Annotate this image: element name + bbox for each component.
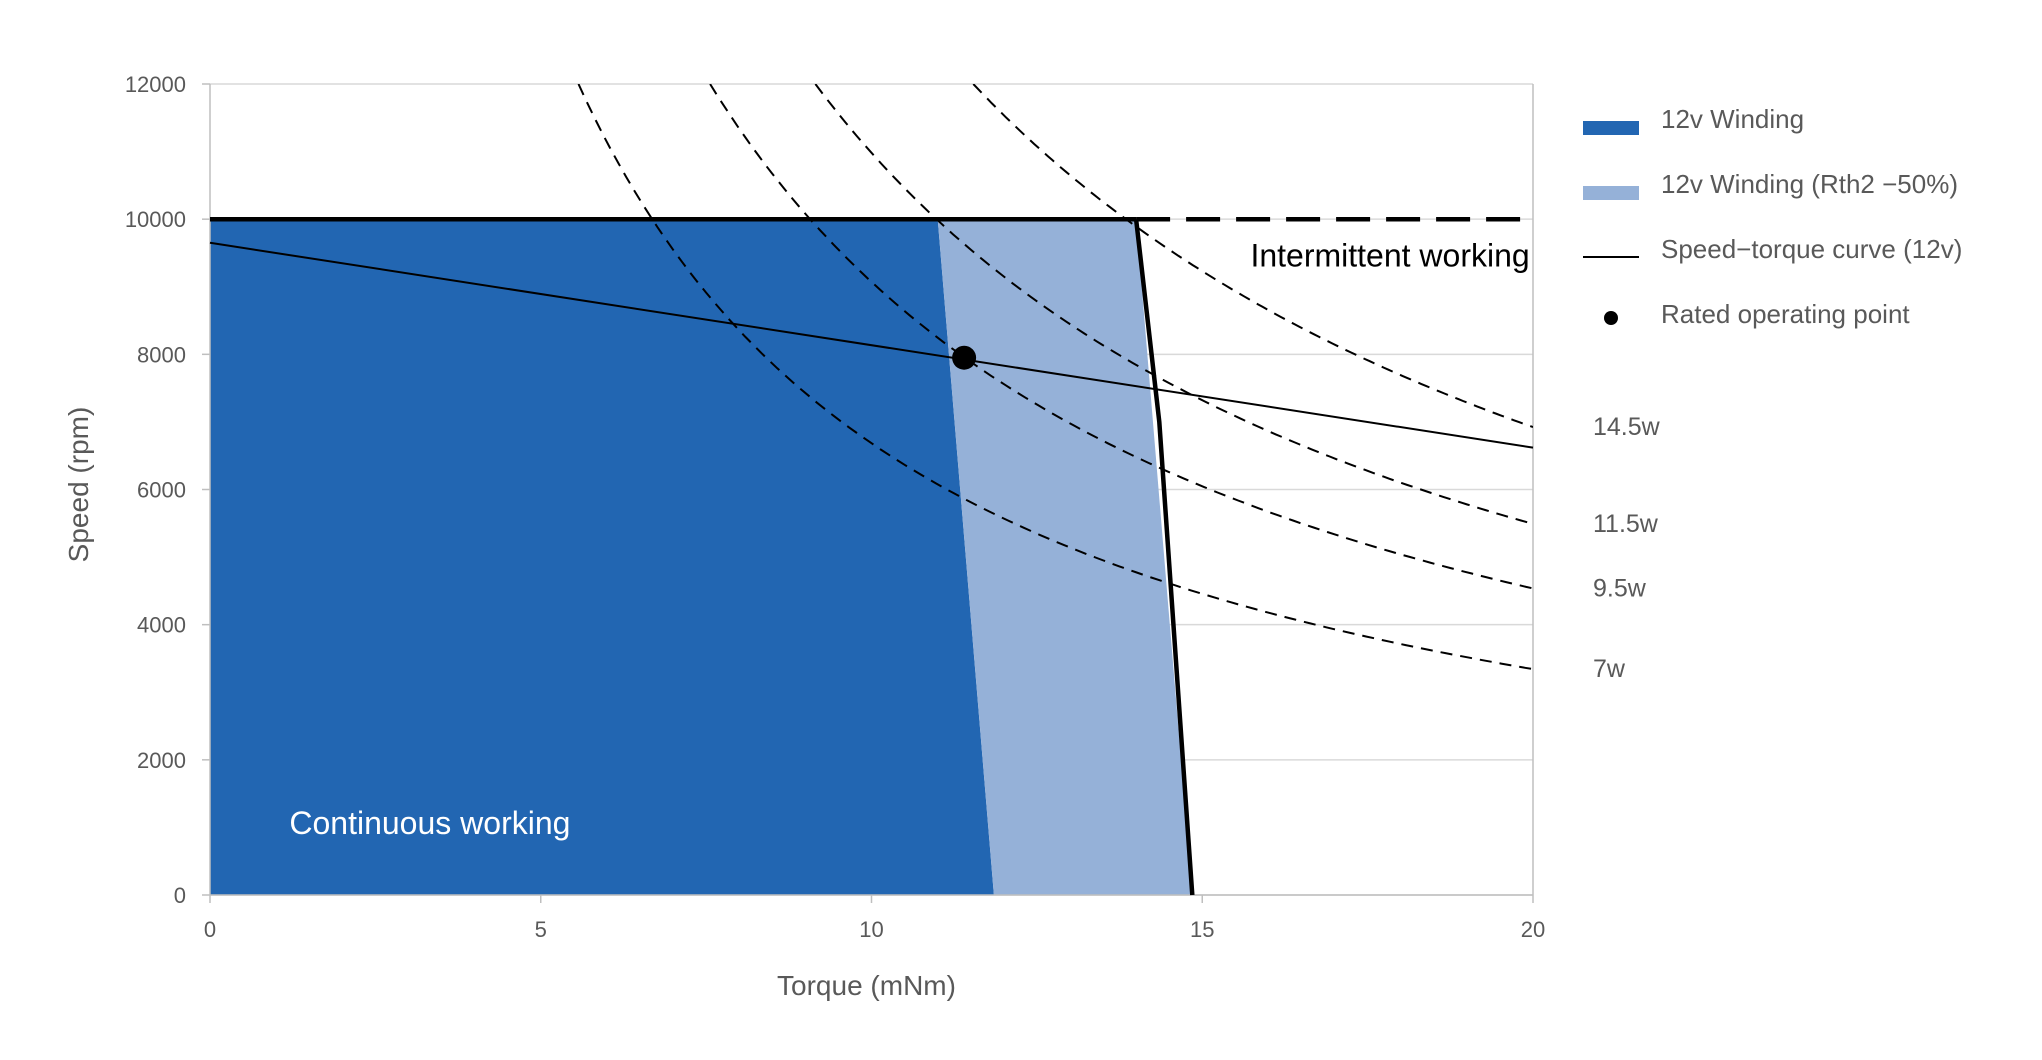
- y-tick-label-4000: 4000: [137, 613, 186, 638]
- legend-swatch-12v-winding-rth2-50: [1583, 186, 1639, 200]
- speed-torque-curve: [209, 241, 1534, 449]
- axes: 0 5 10 15 20 0 2000 4000 6000 8000 10000 12000 Torqu…: [63, 72, 1545, 1001]
- chart-labels: 7w 9.5w 11.5w 14.5w Continuous working Interm…: [289, 237, 1660, 841]
- power-curve-label-11.5w: 11.5w: [1593, 510, 1659, 538]
- power-curve-label-14.5w: 14.5w: [1593, 413, 1661, 441]
- intermittent-working-label: Intermittent working: [1250, 237, 1529, 273]
- power-curve-label-7w: 7w: [1593, 655, 1626, 683]
- legend-swatch-rated-operating-point: [1604, 311, 1618, 325]
- y-tick-label-0: 0: [174, 883, 186, 908]
- legend: 12v Winding 12v Winding (Rth2 −50%) Speed−…: [1583, 104, 1962, 329]
- y-tick-label-2000: 2000: [137, 748, 186, 773]
- rated-operating-point: [952, 345, 977, 370]
- y-axis-title: Speed (rpm): [63, 407, 94, 563]
- region-12v-winding-rth2: [937, 219, 1193, 895]
- y-tick-label-10000: 10000: [125, 207, 186, 232]
- power-curve-7w: [577, 84, 1533, 671]
- x-tick-label-0: 0: [204, 917, 216, 942]
- x-tick-label-15: 15: [1190, 917, 1214, 942]
- legend-label-12v-winding-rth2-50: 12v Winding (Rth2 −50%): [1661, 169, 1958, 199]
- speed-torque-curve-layer: [209, 241, 1534, 449]
- region-12v-winding: [210, 219, 994, 895]
- y-tick-label-6000: 6000: [137, 478, 186, 503]
- legend-swatch-12v-winding: [1583, 121, 1639, 135]
- x-tick-label-20: 20: [1521, 917, 1545, 942]
- continuous-working-label: Continuous working: [289, 805, 570, 841]
- x-tick-label-5: 5: [535, 917, 547, 942]
- x-axis-title: Torque (mNm): [777, 970, 956, 1001]
- operating-boundary: [210, 216, 1533, 896]
- power-curve-9.5w: [709, 84, 1533, 590]
- power-curve-14.5w: [972, 84, 1533, 429]
- operating-regions: [210, 219, 1193, 895]
- legend-label-speed-torque-curve-12v: Speed−torque curve (12v): [1661, 234, 1962, 264]
- power-curves: [577, 84, 1533, 671]
- y-tick-label-12000: 12000: [125, 72, 186, 97]
- legend-label-rated-operating-point: Rated operating point: [1661, 299, 1910, 329]
- legend-label-12v-winding: 12v Winding: [1661, 104, 1804, 134]
- torque-limit-line: [1133, 218, 1195, 896]
- y-tick-label-8000: 8000: [137, 342, 186, 367]
- x-tick-label-10: 10: [859, 917, 883, 942]
- power-curve-label-9.5w: 9.5w: [1593, 574, 1647, 602]
